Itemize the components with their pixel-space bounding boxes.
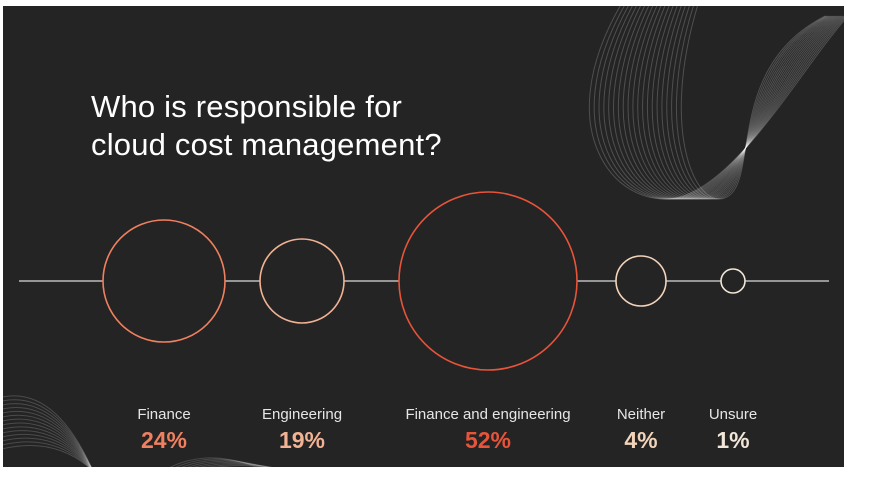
wave-line-top-right xyxy=(647,6,834,200)
wave-line-top-right xyxy=(603,6,844,200)
wave-line-top-right xyxy=(671,6,828,200)
chart-title-line-2: cloud cost management? xyxy=(91,127,442,162)
wave-line-top-right xyxy=(642,6,836,200)
wave-line-bottom xyxy=(175,458,262,467)
wave-line-top-right xyxy=(588,6,844,200)
wave-line-top-right xyxy=(608,6,844,200)
bubble-unsure xyxy=(720,268,746,294)
wave-line-bottom xyxy=(181,459,265,467)
wave-line-bottom-left xyxy=(3,445,90,467)
wave-line-bottom-left xyxy=(3,395,92,467)
wave-line-bottom-left xyxy=(3,403,92,467)
wave-line-top-right xyxy=(680,6,826,200)
wave-line-bottom-left xyxy=(3,414,92,467)
chart-title-line-1: Who is responsible for xyxy=(91,89,403,124)
wave-line-bottom-left xyxy=(3,433,91,467)
wave-line-bottom-left xyxy=(3,399,92,467)
wave-line-top-right xyxy=(598,6,844,200)
wave-line-top-right xyxy=(651,6,833,200)
chart-panel: Who is responsible for cloud cost manage… xyxy=(3,6,844,467)
wave-line-bottom-left xyxy=(3,430,91,467)
wave-line-bottom-left xyxy=(3,422,91,467)
wave-line-bottom xyxy=(215,465,271,467)
bubble-neither xyxy=(615,255,667,307)
wave-line-bottom-left xyxy=(3,418,92,467)
value-label-finance: 24% xyxy=(140,427,188,453)
wave-line-bottom-left xyxy=(3,437,90,467)
wave-line-bottom-left xyxy=(3,441,90,467)
wave-line-top-right xyxy=(622,6,840,200)
wave-line-top-right xyxy=(675,6,827,200)
wave-line-top-right xyxy=(656,6,832,200)
category-label-finance-and-engineering: Finance and engineering xyxy=(405,406,571,423)
decorative-wave-pattern xyxy=(3,6,844,467)
value-label-finance-and-engineering: 52% xyxy=(464,427,512,453)
wave-line-top-right xyxy=(613,6,843,200)
category-label-unsure: Unsure xyxy=(708,406,758,423)
wave-line-bottom-left xyxy=(3,426,91,467)
wave-line-top-right xyxy=(618,6,842,200)
wave-line-bottom xyxy=(193,461,271,467)
wave-line-top-right xyxy=(637,6,837,200)
category-label-neither: Neither xyxy=(616,406,666,423)
wave-line-top-right xyxy=(632,6,838,200)
wave-line-bottom-left xyxy=(3,410,92,467)
wave-line-bottom xyxy=(199,462,273,467)
wave-line-top-right xyxy=(627,6,839,200)
category-label-engineering: Engineering xyxy=(261,406,343,423)
wave-line-bottom xyxy=(186,460,268,467)
bubble-finance xyxy=(102,219,226,343)
chart-title: Who is responsible for cloud cost manage… xyxy=(91,88,442,164)
value-label-unsure: 1% xyxy=(716,427,750,453)
bubble-engineering xyxy=(259,238,345,324)
wave-line-bottom xyxy=(206,464,273,467)
wave-line-top-right xyxy=(593,6,844,200)
category-label-finance: Finance xyxy=(137,406,191,423)
wave-line-top-right xyxy=(661,6,831,200)
bubble-chart xyxy=(19,191,829,371)
wave-line-top-right xyxy=(666,6,830,200)
value-label-neither: 4% xyxy=(624,427,658,453)
value-label-engineering: 19% xyxy=(278,427,326,453)
bubble-finance-and-engineering xyxy=(398,191,578,371)
wave-line-bottom xyxy=(169,457,258,467)
wave-line-bottom-left xyxy=(3,407,92,467)
